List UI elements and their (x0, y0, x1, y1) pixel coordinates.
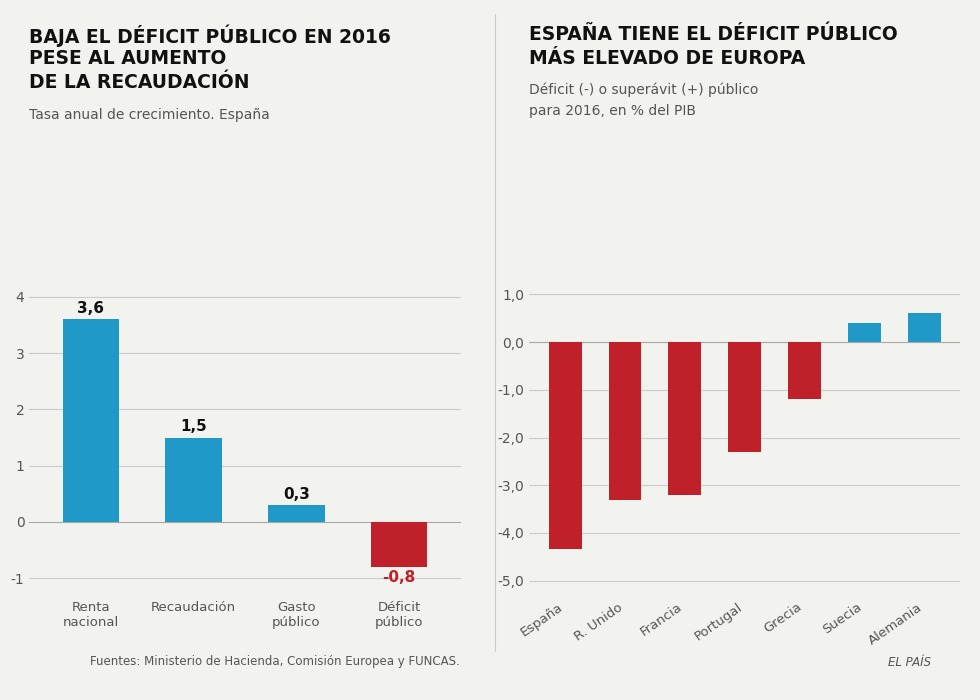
Text: BAJA EL DÉFICIT PÚBLICO EN 2016: BAJA EL DÉFICIT PÚBLICO EN 2016 (29, 25, 391, 47)
Text: EL PAÍS: EL PAÍS (888, 655, 931, 668)
Text: MÁS ELEVADO DE EUROPA: MÁS ELEVADO DE EUROPA (529, 49, 806, 68)
Text: 0,3: 0,3 (283, 486, 310, 502)
Bar (668, 342, 702, 495)
Text: PESE AL AUMENTO: PESE AL AUMENTO (29, 49, 226, 68)
Bar (788, 342, 821, 399)
Text: ESPAÑA TIENE EL DÉFICIT PÚBLICO: ESPAÑA TIENE EL DÉFICIT PÚBLICO (529, 25, 898, 43)
Text: Déficit (-) o superávit (+) público: Déficit (-) o superávit (+) público (529, 83, 759, 97)
Text: DE LA RECAUDACIÓN: DE LA RECAUDACIÓN (29, 74, 250, 92)
Text: -0,8: -0,8 (382, 570, 416, 585)
Text: 1,5: 1,5 (180, 419, 207, 434)
Text: 3,6: 3,6 (77, 301, 105, 316)
Bar (728, 342, 761, 452)
Bar (269, 505, 324, 522)
Bar (370, 522, 427, 567)
Text: Tasa anual de crecimiento. España: Tasa anual de crecimiento. España (29, 108, 270, 122)
Bar (908, 314, 941, 342)
Bar (63, 319, 120, 522)
Text: para 2016, en % del PIB: para 2016, en % del PIB (529, 104, 696, 118)
Bar (166, 438, 221, 522)
Text: Fuentes: Ministerio de Hacienda, Comisión Europea y FUNCAS.: Fuentes: Ministerio de Hacienda, Comisió… (89, 655, 460, 668)
Bar (848, 323, 881, 342)
Bar (549, 342, 581, 549)
Bar (609, 342, 642, 500)
